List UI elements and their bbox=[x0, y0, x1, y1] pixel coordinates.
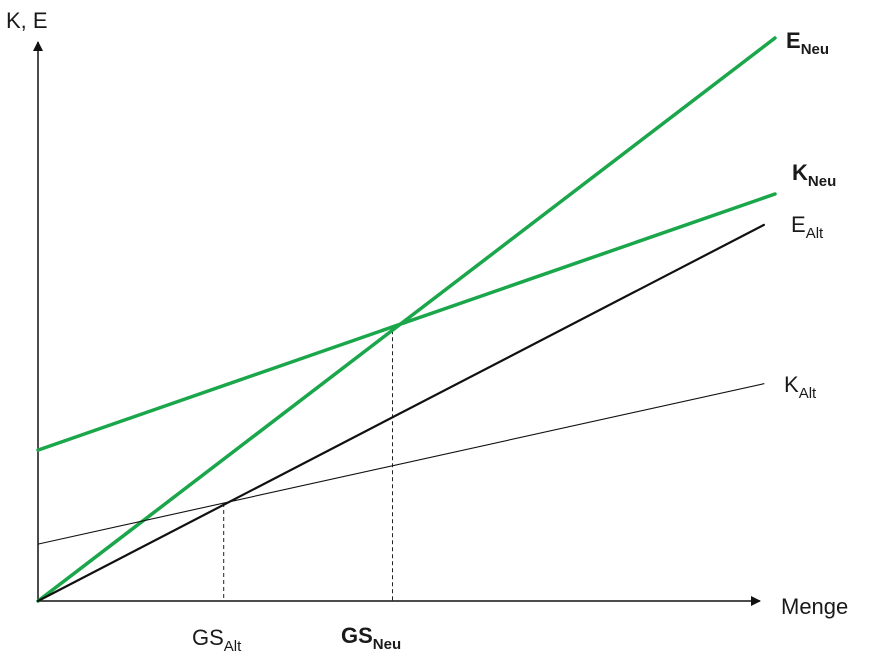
gs-alt-label: GSAlt bbox=[192, 625, 242, 652]
e-alt-label: EAlt bbox=[791, 212, 824, 242]
line-e-alt bbox=[36, 223, 766, 603]
y-axis-label: K, E bbox=[6, 8, 48, 33]
line-k-neu bbox=[36, 192, 777, 452]
k-alt-label: KAlt bbox=[784, 372, 817, 402]
k-neu-label: KNeu bbox=[792, 160, 836, 190]
e-neu-label: ENeu bbox=[786, 28, 829, 58]
line-e-neu bbox=[36, 36, 777, 603]
gs-neu-label: GSNeu bbox=[341, 623, 401, 652]
line-k-alt bbox=[37, 383, 765, 545]
x-axis-label: Menge bbox=[781, 594, 848, 619]
